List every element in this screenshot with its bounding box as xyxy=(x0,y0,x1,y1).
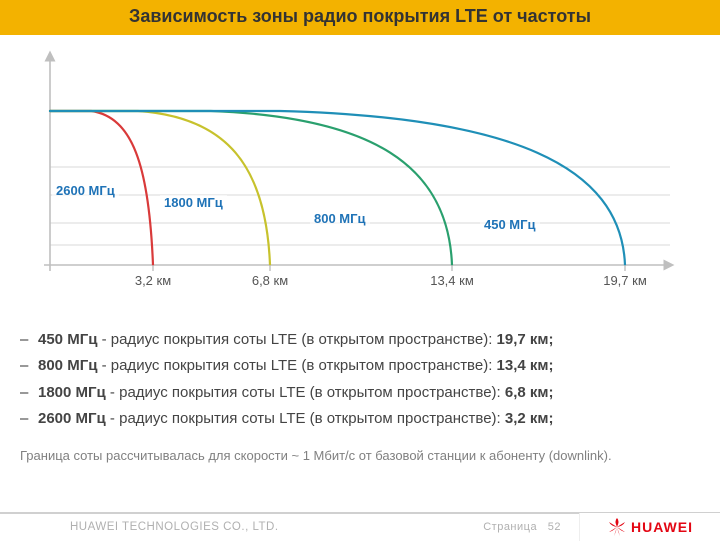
x-tick-label: 13,4 км xyxy=(430,273,474,288)
bullet-mid: - радиус покрытия соты LTE (в открытом п… xyxy=(106,384,505,401)
bullet-item: –450 МГц - радиус покрытия соты LTE (в о… xyxy=(20,327,700,353)
footer-bar: HUAWEI TECHNOLOGIES CO., LTD. Страница 5… xyxy=(0,512,720,540)
bullet-frequency: 2600 МГц xyxy=(38,410,106,427)
bullet-text: 800 МГц - радиус покрытия соты LTE (в от… xyxy=(38,353,554,379)
bullet-frequency: 450 МГц xyxy=(38,331,97,348)
bullet-dash: – xyxy=(20,327,38,353)
bullet-dash: – xyxy=(20,380,38,406)
bullet-value: 3,2 км; xyxy=(505,410,554,427)
series-label-f450: 450 МГц xyxy=(480,217,540,232)
bullet-frequency: 1800 МГц xyxy=(38,384,106,401)
series-label-f1800: 1800 МГц xyxy=(160,195,227,210)
footnote: Граница соты рассчитывалась для скорости… xyxy=(20,448,700,463)
chart-svg xyxy=(10,45,710,305)
bullet-value: 13,4 км; xyxy=(497,357,554,374)
coverage-chart: 3,2 км 6,8 км 13,4 км 19,7 км 2600 МГц 1800 М… xyxy=(10,45,710,305)
brand-logo: HUAWEI xyxy=(579,513,720,541)
bullet-item: –2600 МГц - радиус покрытия соты LTE (в … xyxy=(20,406,700,432)
x-tick-label: 3,2 км xyxy=(135,273,171,288)
bullet-item: –800 МГц - радиус покрытия соты LTE (в о… xyxy=(20,353,700,379)
company-name: HUAWEI TECHNOLOGIES CO., LTD. xyxy=(0,521,483,533)
bullet-text: 1800 МГц - радиус покрытия соты LTE (в о… xyxy=(38,380,554,406)
series-label-f800: 800 МГц xyxy=(310,211,370,226)
x-tick-label: 6,8 км xyxy=(252,273,288,288)
bullet-dash: – xyxy=(20,406,38,432)
page-number: 52 xyxy=(548,521,561,533)
x-tick-label: 19,7 км xyxy=(603,273,647,288)
bullet-mid: - радиус покрытия соты LTE (в открытом п… xyxy=(97,357,496,374)
huawei-flower-icon xyxy=(607,517,627,537)
bullet-frequency: 800 МГц xyxy=(38,357,97,374)
bullet-dash: – xyxy=(20,353,38,379)
bullet-list: –450 МГц - радиус покрытия соты LTE (в о… xyxy=(20,327,700,432)
bullet-mid: - радиус покрытия соты LTE (в открытом п… xyxy=(97,331,496,348)
bullet-text: 2600 МГц - радиус покрытия соты LTE (в о… xyxy=(38,406,554,432)
bullet-text: 450 МГц - радиус покрытия соты LTE (в от… xyxy=(38,327,554,353)
bullet-value: 19,7 км; xyxy=(497,331,554,348)
brand-text: HUAWEI xyxy=(631,519,693,535)
series-label-f2600: 2600 МГц xyxy=(52,183,119,198)
bullet-value: 6,8 км; xyxy=(505,384,554,401)
bullet-mid: - радиус покрытия соты LTE (в открытом п… xyxy=(106,410,505,427)
page-indicator: Страница 52 xyxy=(483,521,579,533)
slide-title: Зависимость зоны радио покрытия LTE от ч… xyxy=(0,0,720,35)
bullet-item: –1800 МГц - радиус покрытия соты LTE (в … xyxy=(20,380,700,406)
page-label: Страница xyxy=(483,521,537,533)
